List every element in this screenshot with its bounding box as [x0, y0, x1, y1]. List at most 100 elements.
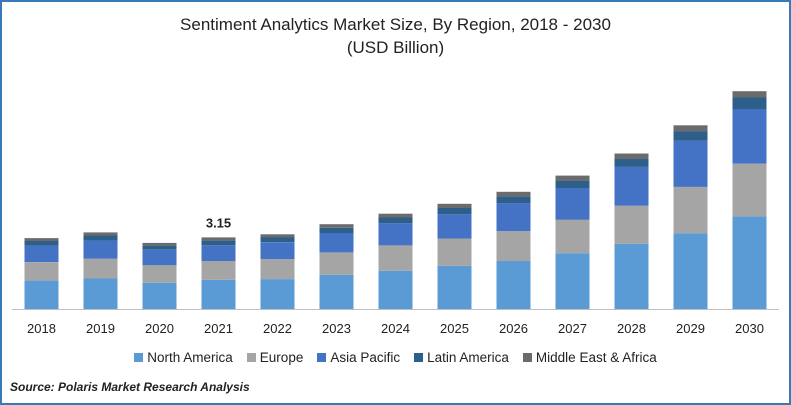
bar-2019-middle-east-africa: [83, 232, 118, 236]
bar-2026-asia-pacific: [496, 203, 531, 232]
x-tick-label-2030: 2030: [735, 321, 764, 336]
chart-plot: 2018 2019 2020 2021 3.15 2022 2023 2024 2025 2026…: [12, 91, 779, 336]
bar-2030-north-america: [732, 216, 767, 309]
bar-2030-middle-east-africa: [732, 91, 767, 98]
bar-2024-asia-pacific: [378, 223, 413, 246]
x-tick-label-2027: 2027: [558, 321, 587, 336]
bar-2028-latin-america: [614, 158, 649, 167]
legend-swatch: [522, 353, 532, 362]
legend-swatch: [317, 353, 327, 362]
bar-2025-asia-pacific: [437, 214, 472, 239]
bar-2018-north-america: [24, 280, 59, 309]
x-tick-label-2028: 2028: [617, 321, 646, 336]
bar-2018-europe: [24, 262, 59, 281]
bar-2024-europe: [378, 245, 413, 271]
bar-2025-middle-east-africa: [437, 203, 472, 208]
bar-2030-asia-pacific: [732, 109, 767, 164]
bar-2021-europe: [201, 261, 236, 280]
bar-2030-europe: [732, 163, 767, 217]
bar-2023-latin-america: [319, 227, 354, 234]
bar-2021-asia-pacific: [201, 245, 236, 261]
x-tick-label-2022: 2022: [263, 321, 292, 336]
x-tick-label-2026: 2026: [499, 321, 528, 336]
x-tick-label-2020: 2020: [145, 321, 174, 336]
bar-2029-north-america: [673, 233, 708, 309]
bar-2021-middle-east-africa: [201, 237, 236, 241]
bar-2029-asia-pacific: [673, 140, 708, 187]
legend-item-asia-pacific: Asia Pacific: [317, 350, 400, 365]
bar-2028-europe: [614, 205, 649, 244]
bar-2028-middle-east-africa: [614, 153, 649, 159]
legend-label: Europe: [259, 350, 304, 365]
bar-2029-latin-america: [673, 131, 708, 141]
chart-title: Sentiment Analytics Market Size, By Regi…: [180, 15, 611, 34]
bar-2022-latin-america: [260, 237, 295, 243]
legend-label: Latin America: [427, 350, 509, 365]
bar-2019-north-america: [83, 278, 118, 309]
bar-2027-europe: [555, 219, 590, 254]
bar-2021-north-america: [201, 280, 236, 309]
bar-2020-latin-america: [142, 245, 177, 250]
bar-2024-north-america: [378, 270, 413, 309]
legend-item-latin-america: Latin America: [414, 350, 509, 365]
bar-2019-latin-america: [83, 235, 118, 241]
bar-2020-middle-east-africa: [142, 242, 177, 246]
x-tick-label-2024: 2024: [381, 321, 410, 336]
bar-2020-north-america: [142, 282, 177, 309]
bar-2023-asia-pacific: [319, 233, 354, 253]
legend-swatch: [134, 353, 144, 362]
data-label-2021: 3.15: [206, 215, 231, 230]
bar-2023-europe: [319, 252, 354, 275]
bar-2022-europe: [260, 259, 295, 280]
bar-2025-north-america: [437, 265, 472, 309]
x-tick-label-2019: 2019: [86, 321, 115, 336]
bar-2028-asia-pacific: [614, 166, 649, 206]
chart-legend: North America Europe Asia Pacific Latin Ame…: [2, 350, 789, 365]
bar-2019-asia-pacific: [83, 240, 118, 259]
legend-label: Middle East & Africa: [535, 350, 657, 365]
bar-2027-middle-east-africa: [555, 175, 590, 181]
bar-2018-middle-east-africa: [24, 238, 59, 241]
chart-subtitle: (USD Billion): [346, 38, 445, 57]
bar-2026-north-america: [496, 261, 531, 309]
source-note: Source: Polaris Market Research Analysis: [10, 380, 250, 394]
bar-2026-europe: [496, 231, 531, 261]
bar-2030-latin-america: [732, 97, 767, 110]
bar-2027-north-america: [555, 253, 590, 309]
bar-2022-middle-east-africa: [260, 234, 295, 238]
legend-item-middle-east-africa: Middle East & Africa: [522, 350, 657, 365]
bar-2023-middle-east-africa: [319, 224, 354, 228]
bar-2027-asia-pacific: [555, 188, 590, 220]
bar-2018-latin-america: [24, 241, 59, 246]
legend-swatch: [246, 353, 256, 362]
bar-2020-europe: [142, 265, 177, 283]
bar-2025-latin-america: [437, 208, 472, 215]
bar-2025-europe: [437, 238, 472, 266]
legend-label: North America: [147, 350, 233, 365]
legend-item-europe: Europe: [246, 350, 304, 365]
bar-2023-north-america: [319, 274, 354, 309]
bar-2029-middle-east-africa: [673, 125, 708, 132]
bar-2021-latin-america: [201, 240, 236, 246]
bar-2024-latin-america: [378, 217, 413, 224]
bar-2027-latin-america: [555, 180, 590, 188]
bar-2026-middle-east-africa: [496, 191, 531, 197]
bar-2026-latin-america: [496, 196, 531, 204]
bar-2022-asia-pacific: [260, 242, 295, 260]
bar-2018-asia-pacific: [24, 245, 59, 262]
legend-swatch: [414, 353, 424, 362]
bar-2019-europe: [83, 258, 118, 279]
x-tick-label-2018: 2018: [27, 321, 56, 336]
x-tick-label-2021: 2021: [204, 321, 233, 336]
bar-2029-europe: [673, 186, 708, 234]
legend-label: Asia Pacific: [330, 350, 401, 365]
legend-item-north-america: North America: [134, 350, 233, 365]
bar-2024-middle-east-africa: [378, 213, 413, 218]
bar-2020-asia-pacific: [142, 249, 177, 266]
x-tick-label-2023: 2023: [322, 321, 351, 336]
bar-2028-north-america: [614, 243, 649, 309]
x-tick-label-2025: 2025: [440, 321, 469, 336]
x-tick-label-2029: 2029: [676, 321, 705, 336]
bar-2022-north-america: [260, 279, 295, 309]
